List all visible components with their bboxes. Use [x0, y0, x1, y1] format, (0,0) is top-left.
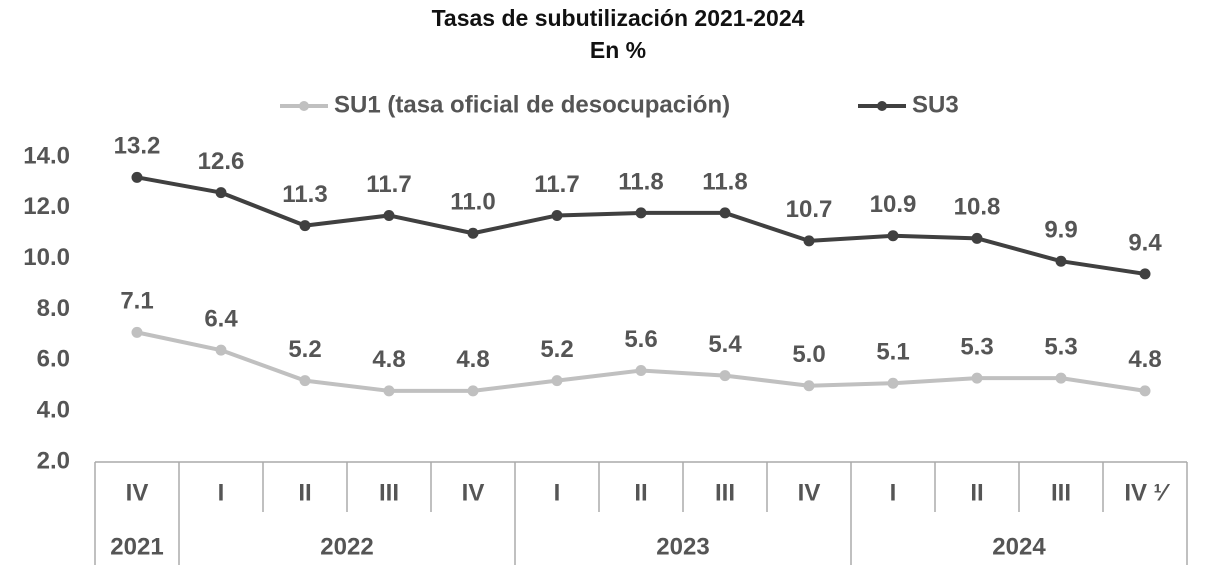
data-label: 5.3: [960, 333, 993, 360]
data-point: [719, 370, 731, 382]
data-label: 5.6: [624, 326, 657, 353]
data-point: [215, 187, 227, 199]
chart-title: Tasas de subutilización 2021-2024: [432, 5, 805, 31]
data-point: [1139, 385, 1151, 397]
year-label: 2023: [656, 533, 709, 560]
data-label: 9.4: [1128, 229, 1162, 256]
y-tick-label: 6.0: [37, 346, 70, 373]
data-point: [131, 326, 143, 338]
data-label: 10.9: [870, 191, 917, 218]
data-point: [635, 365, 647, 376]
data-point: [299, 220, 311, 232]
data-point: [887, 230, 899, 242]
year-label: 2024: [992, 533, 1046, 560]
data-point: [971, 232, 983, 244]
data-point: [803, 380, 815, 392]
data-point: [635, 207, 647, 219]
data-point: [971, 372, 983, 384]
chart-subtitle: En %: [590, 37, 646, 63]
year-label: 2022: [320, 533, 373, 560]
y-tick-label: 14.0: [23, 142, 70, 169]
y-tick-label: 2.0: [37, 447, 70, 474]
data-label: 4.8: [456, 346, 489, 373]
data-point: [383, 385, 395, 397]
data-label: 11.8: [702, 168, 747, 195]
data-point: [551, 375, 563, 387]
data-point: [131, 171, 143, 183]
x-tick-label: I: [890, 479, 897, 506]
y-tick-label: 4.0: [37, 397, 70, 424]
data-point: [1139, 268, 1151, 280]
data-point: [383, 209, 395, 221]
data-point: [299, 375, 311, 387]
data-label: 11.0: [450, 189, 495, 216]
data-point: [719, 207, 731, 219]
legend-label: SU1 (tasa oficial de desocupación): [334, 91, 730, 118]
x-tick-label: IV: [462, 479, 485, 506]
year-label: 2021: [110, 533, 163, 560]
x-tick-label: III: [715, 479, 735, 506]
data-label: 11.7: [534, 171, 579, 198]
data-point: [467, 385, 479, 397]
data-label: 6.4: [204, 306, 238, 333]
data-point: [1055, 255, 1067, 267]
data-label: 5.2: [540, 336, 573, 363]
x-tick-label: I: [554, 479, 561, 506]
data-point: [803, 235, 815, 247]
data-label: 11.7: [366, 171, 411, 198]
x-tick-label: IV ¹⁄: [1124, 479, 1170, 506]
legend-marker: [299, 101, 309, 111]
x-tick-label: IV: [126, 479, 149, 506]
data-point: [467, 227, 479, 239]
data-label: 5.3: [1044, 333, 1077, 360]
x-tick-label: II: [970, 479, 983, 506]
y-tick-label: 12.0: [23, 193, 70, 220]
data-label: 4.8: [1128, 346, 1161, 373]
y-tick-label: 10.0: [23, 244, 70, 271]
x-tick-label: II: [298, 479, 311, 506]
data-label: 5.4: [708, 331, 742, 358]
x-tick-label: IV: [798, 479, 821, 506]
data-label: 13.2: [114, 133, 161, 160]
data-label: 4.8: [372, 346, 405, 373]
y-tick-label: 8.0: [37, 295, 70, 322]
data-point: [1055, 372, 1067, 384]
data-point: [215, 344, 227, 356]
data-point: [887, 377, 899, 389]
data-label: 12.6: [198, 148, 245, 175]
x-tick-label: III: [1051, 479, 1071, 506]
data-label: 7.1: [120, 288, 153, 315]
x-tick-label: III: [379, 479, 399, 506]
legend-marker: [877, 101, 887, 111]
data-label: 10.7: [786, 196, 833, 223]
data-label: 11.3: [282, 181, 327, 208]
data-label: 5.1: [876, 339, 909, 366]
data-point: [551, 209, 563, 221]
data-label: 11.8: [618, 168, 663, 195]
data-label: 5.0: [792, 341, 825, 368]
x-tick-label: II: [634, 479, 647, 506]
x-tick-label: I: [218, 479, 225, 506]
data-label: 5.2: [288, 336, 321, 363]
legend-label: SU3: [912, 91, 959, 118]
data-label: 9.9: [1044, 217, 1077, 244]
data-label: 10.8: [954, 194, 1001, 221]
